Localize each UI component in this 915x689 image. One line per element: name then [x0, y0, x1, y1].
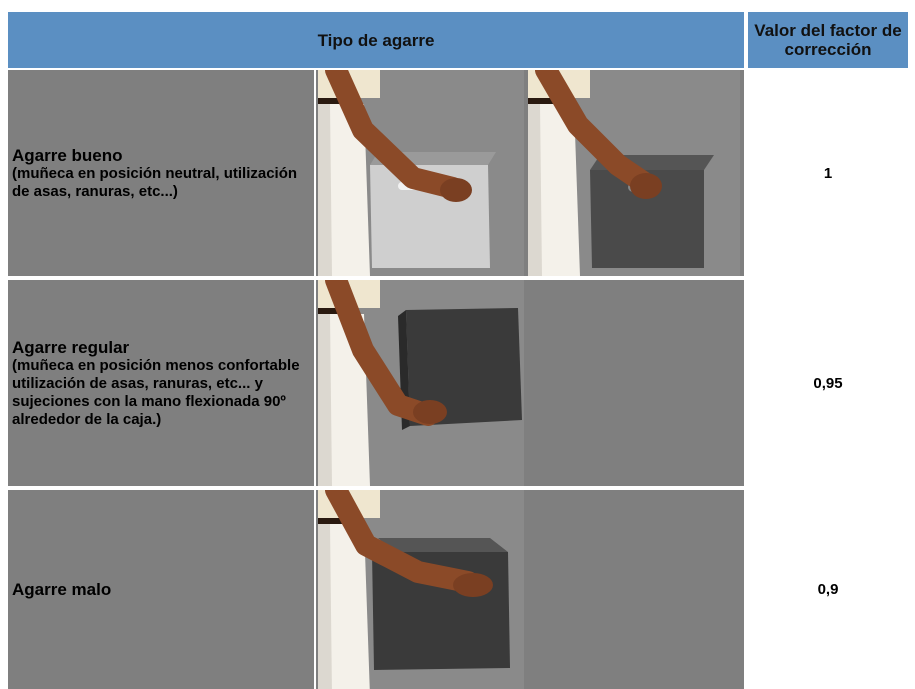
- correction-value: 0,9: [817, 581, 839, 598]
- grip-description: (muñeca en posición neutral, utilización…: [12, 164, 298, 200]
- correction-value: 1: [823, 164, 833, 182]
- grip-label: Agarre regular (muñeca en posición menos…: [8, 280, 314, 486]
- grip-title: Agarre regular: [12, 337, 130, 357]
- grip-title: Agarre bueno: [12, 145, 123, 165]
- grip-image: [318, 490, 524, 689]
- grip-image: [318, 280, 524, 486]
- correction-value: 0,95: [813, 374, 843, 392]
- grip-title: Agarre malo: [12, 580, 112, 599]
- grip-label: Agarre malo: [8, 490, 314, 689]
- grip-image: [318, 70, 524, 276]
- header-cell: Valor del factor de corrección: [748, 12, 908, 68]
- header-cell: Tipo de agarre: [8, 12, 744, 68]
- grip-description: (muñeca en posición menos confortable ut…: [12, 356, 300, 428]
- grip-image: [528, 70, 740, 276]
- grip-label: Agarre bueno (muñeca en posición neutral…: [8, 70, 314, 276]
